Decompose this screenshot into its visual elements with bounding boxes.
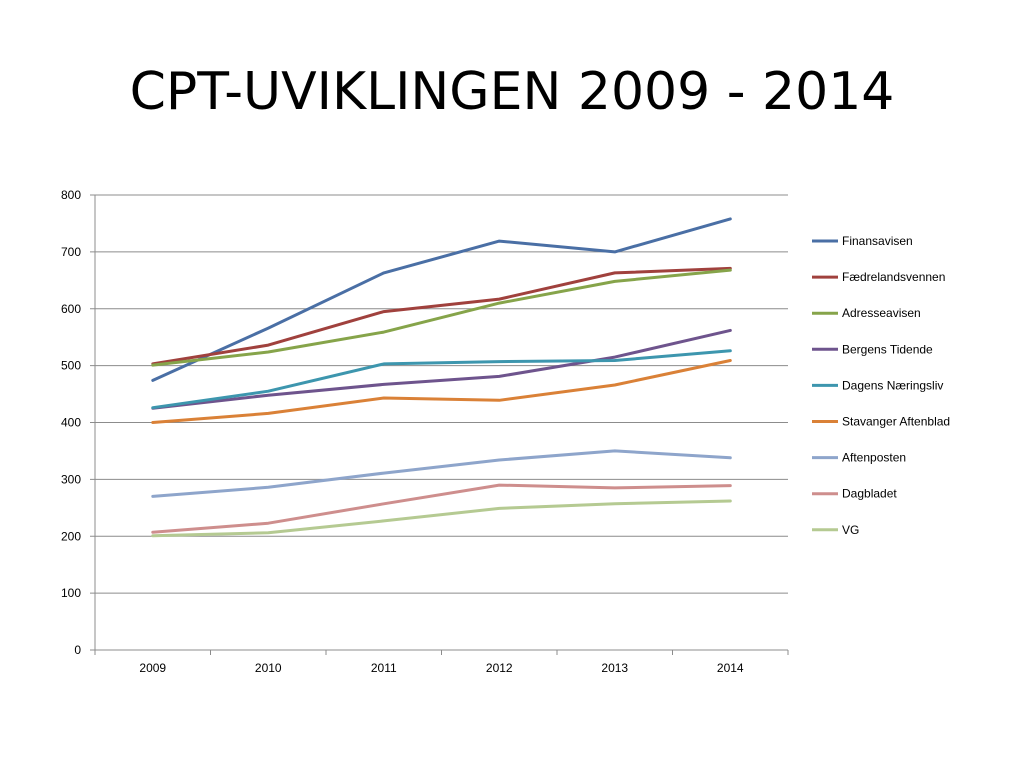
y-tick-label: 500 <box>61 359 81 373</box>
series-line <box>151 328 732 410</box>
legend-label: Aftenposten <box>842 451 906 465</box>
series-line <box>151 359 732 424</box>
y-tick-label: 600 <box>61 302 81 316</box>
x-tick-label: 2012 <box>486 661 513 675</box>
series-line <box>151 349 732 410</box>
legend-label: VG <box>842 523 859 537</box>
series-line <box>151 483 732 534</box>
y-tick-label: 200 <box>61 529 81 543</box>
y-tick-label: 700 <box>61 245 81 259</box>
series-line <box>151 266 732 366</box>
series-line <box>151 499 732 538</box>
legend-label: Stavanger Aftenblad <box>842 415 950 429</box>
legend-label: Bergens Tidende <box>842 342 933 356</box>
grid-lines <box>95 194 788 651</box>
legend-label: Dagbladet <box>842 487 897 501</box>
series-line <box>151 268 732 367</box>
series-lines <box>151 217 732 538</box>
x-tick-label: 2009 <box>139 661 166 675</box>
x-tick-label: 2014 <box>717 661 744 675</box>
legend-label: Finansavisen <box>842 234 913 248</box>
slide-title: CPT-UVIKLINGEN 2009 - 2014 <box>129 62 895 122</box>
series-line <box>151 449 732 498</box>
x-axis-ticks: 2009 2010 2011 2012 2013 2014 <box>94 650 789 675</box>
y-tick-label: 0 <box>74 643 81 657</box>
y-tick-label: 300 <box>61 472 81 486</box>
x-tick-label: 2010 <box>255 661 282 675</box>
legend: Finansavisen Fædrelandsvennen Adresseavise… <box>812 234 950 537</box>
legend-label: Adresseavisen <box>842 306 921 320</box>
y-tick-label: 400 <box>61 416 81 430</box>
x-tick-label: 2013 <box>601 661 628 675</box>
y-tick-label: 100 <box>61 586 81 600</box>
x-tick-label: 2011 <box>371 661 397 675</box>
legend-label: Fædrelandsvennen <box>842 270 945 284</box>
y-tick-label: 800 <box>61 188 81 202</box>
series-line <box>151 217 732 382</box>
y-axis-ticks: 0 100 200 300 400 500 600 700 800 <box>61 188 95 657</box>
legend-label: Dagens Næringsliv <box>842 378 943 392</box>
